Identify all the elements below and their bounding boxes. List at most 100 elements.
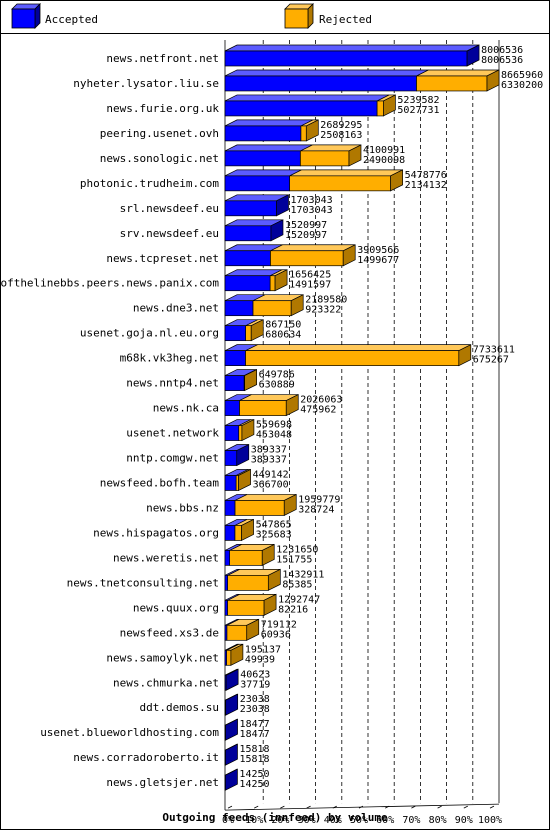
bar-group xyxy=(224,468,251,492)
bar-rejected-side xyxy=(458,344,472,367)
value-label-top: 1656425 xyxy=(289,270,331,281)
category-label: srv.newsdeef.eu xyxy=(120,227,219,240)
category-labels: news.netfront.net nyheter.lysator.liu.se n… xyxy=(0,52,219,789)
value-label-top: 23038 xyxy=(240,694,270,705)
bar-accepted xyxy=(224,225,272,242)
bar-accepted xyxy=(224,150,301,167)
value-label-top: 5478776 xyxy=(405,170,447,181)
value-label-top: 449142 xyxy=(253,469,289,480)
bar-rejected xyxy=(252,300,292,317)
bar-rejected xyxy=(238,425,243,441)
bar-rejected xyxy=(226,624,248,641)
value-label-bottom: 680634 xyxy=(265,330,301,341)
value-label-bottom: 37719 xyxy=(240,679,270,690)
x-tick-label: 0% xyxy=(222,815,234,826)
bar-group xyxy=(224,119,319,142)
value-label-top: 14250 xyxy=(239,769,269,780)
category-label: news.nntp4.net xyxy=(126,377,219,390)
x-axis-line xyxy=(224,803,500,811)
bar-accepted xyxy=(224,599,228,616)
bar-rejected xyxy=(234,500,285,516)
value-label-bottom: 1703043 xyxy=(290,205,332,216)
bar-group xyxy=(224,543,275,566)
value-label-top: 4100991 xyxy=(363,145,405,156)
category-label: news.hispagatos.org xyxy=(93,526,219,539)
bar-accepted xyxy=(224,175,290,192)
bar-group xyxy=(224,244,356,267)
value-label-bottom: 85385 xyxy=(282,579,312,590)
bar-group xyxy=(224,693,239,716)
value-label-top: 649786 xyxy=(259,370,295,381)
value-label-bottom: 630889 xyxy=(259,380,295,391)
bar-accepted-top xyxy=(224,94,390,102)
x-tick xyxy=(306,805,311,809)
bar-group xyxy=(224,194,289,217)
legend-rejected-swatch xyxy=(284,3,314,29)
bar-rejected xyxy=(376,100,384,117)
bar-group xyxy=(224,618,260,641)
x-tick-label: 10% xyxy=(245,815,263,826)
bar-accepted-side xyxy=(466,44,480,67)
category-label: nntp.comgw.net xyxy=(126,452,219,465)
bar-accepted xyxy=(224,125,302,142)
bar-group xyxy=(224,319,264,342)
bar-group xyxy=(224,144,362,167)
legend-accepted-label: Accepted xyxy=(45,13,98,26)
x-tick-label: 30% xyxy=(298,815,316,826)
bar-rejected-top xyxy=(270,244,356,252)
value-label-bottom: 60936 xyxy=(261,629,291,640)
category-label: news.tnetconsulting.net xyxy=(67,576,219,589)
bar-accepted-side xyxy=(225,718,238,741)
value-label-top: 1703043 xyxy=(290,195,332,206)
bar-group xyxy=(224,94,396,117)
value-label-top: 8665960 xyxy=(501,70,543,81)
bar-accepted xyxy=(224,525,236,541)
value-label-top: 15818 xyxy=(239,744,269,755)
bar-group xyxy=(224,369,257,392)
bar-rejected-side xyxy=(238,468,251,492)
bar-group xyxy=(224,269,288,292)
chart-title: Outgoing feeds (innfeed) by volume xyxy=(162,811,388,824)
value-label-top: 1231650 xyxy=(276,544,318,555)
x-tick xyxy=(411,805,416,809)
bar-accepted xyxy=(224,575,228,591)
value-label-bottom: 325683 xyxy=(256,529,292,540)
value-label-bottom: 389337 xyxy=(251,455,287,466)
legend-accepted-swatch xyxy=(11,3,41,29)
bar-accepted-top xyxy=(224,169,302,177)
category-label: news.quux.org xyxy=(133,601,219,614)
x-tick xyxy=(227,805,233,809)
category-label: usenet.goja.nl.eu.org xyxy=(80,327,219,340)
value-label-bottom: 453048 xyxy=(256,430,292,441)
bar-group xyxy=(224,743,238,766)
bar-accepted xyxy=(224,75,417,92)
value-label-top: 2026063 xyxy=(300,395,342,406)
category-label: news.sonologic.net xyxy=(100,152,219,165)
value-label-top: 867150 xyxy=(265,320,301,331)
x-tick xyxy=(332,805,337,809)
category-label: endofthelinebbs.peers.news.panix.com xyxy=(0,277,219,290)
bar-rejected-side xyxy=(246,618,260,641)
x-tick-label: 40% xyxy=(324,815,342,826)
bar-accepted xyxy=(224,375,245,391)
bar-rejected xyxy=(226,649,232,666)
category-label: news.tcpreset.net xyxy=(106,252,219,265)
bar-rejected xyxy=(416,75,488,92)
bar-group xyxy=(224,493,297,517)
bar-rejected-side xyxy=(230,643,244,666)
bar-rejected xyxy=(299,150,350,167)
value-label-bottom: 475962 xyxy=(300,405,336,416)
bar-group xyxy=(224,443,250,467)
bar-rejected-side xyxy=(241,518,254,541)
value-label-top: 559698 xyxy=(256,420,292,431)
value-label-bottom: 49939 xyxy=(245,654,275,665)
value-label-bottom: 2508163 xyxy=(320,130,362,141)
bar-rejected xyxy=(227,575,269,591)
bar-group xyxy=(224,294,304,317)
value-label-bottom: 328724 xyxy=(298,504,334,515)
category-label: newsfeed.xs3.de xyxy=(120,626,219,639)
bar-group xyxy=(224,768,238,791)
bar-rejected xyxy=(229,550,263,566)
category-label: srl.newsdeef.eu xyxy=(120,202,219,215)
